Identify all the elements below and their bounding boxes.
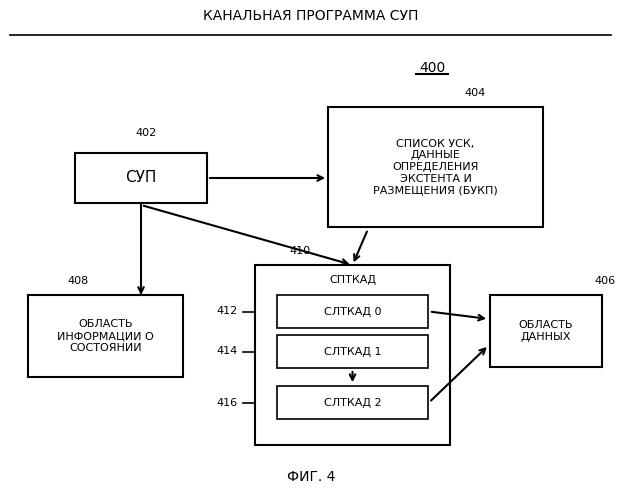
Text: 400: 400 [419, 61, 445, 75]
Text: 410: 410 [289, 246, 310, 256]
Bar [328, 107, 543, 227]
Bar [490, 295, 602, 367]
Text: СПТКАД: СПТКАД [329, 275, 376, 285]
Text: 414: 414 [216, 346, 238, 356]
Text: ОБЛАСТЬ
ИНФОРМАЦИИ О
СОСТОЯНИИ: ОБЛАСТЬ ИНФОРМАЦИИ О СОСТОЯНИИ [57, 320, 154, 352]
Text: 416: 416 [217, 398, 238, 407]
Bar [277, 386, 428, 419]
Bar [277, 335, 428, 368]
Bar [75, 153, 207, 203]
Text: ФИГ. 4: ФИГ. 4 [287, 470, 335, 484]
Text: КАНАЛЬНАЯ ПРОГРАММА СУП: КАНАЛЬНАЯ ПРОГРАММА СУП [203, 9, 419, 23]
Text: 412: 412 [216, 306, 238, 316]
Bar [277, 295, 428, 328]
Text: СЛТКАД 2: СЛТКАД 2 [324, 398, 381, 407]
Text: 402: 402 [135, 128, 156, 138]
Text: 406: 406 [594, 276, 615, 286]
Text: 408: 408 [67, 276, 89, 286]
Text: СУП: СУП [125, 170, 156, 186]
Text: 404: 404 [465, 88, 486, 98]
Text: ОБЛАСТЬ
ДАННЫХ: ОБЛАСТЬ ДАННЫХ [519, 320, 573, 342]
Text: СЛТКАД 0: СЛТКАД 0 [324, 306, 381, 316]
Text: СЛТКАД 1: СЛТКАД 1 [324, 346, 381, 356]
Text: СПИСОК УСК,
ДАННЫЕ
ОПРЕДЕЛЕНИЯ
ЭКСТЕНТА И
РАЗМЕЩЕНИЯ (БУКП): СПИСОК УСК, ДАННЫЕ ОПРЕДЕЛЕНИЯ ЭКСТЕНТА … [373, 139, 498, 195]
Bar [28, 295, 183, 377]
Bar [255, 265, 450, 445]
